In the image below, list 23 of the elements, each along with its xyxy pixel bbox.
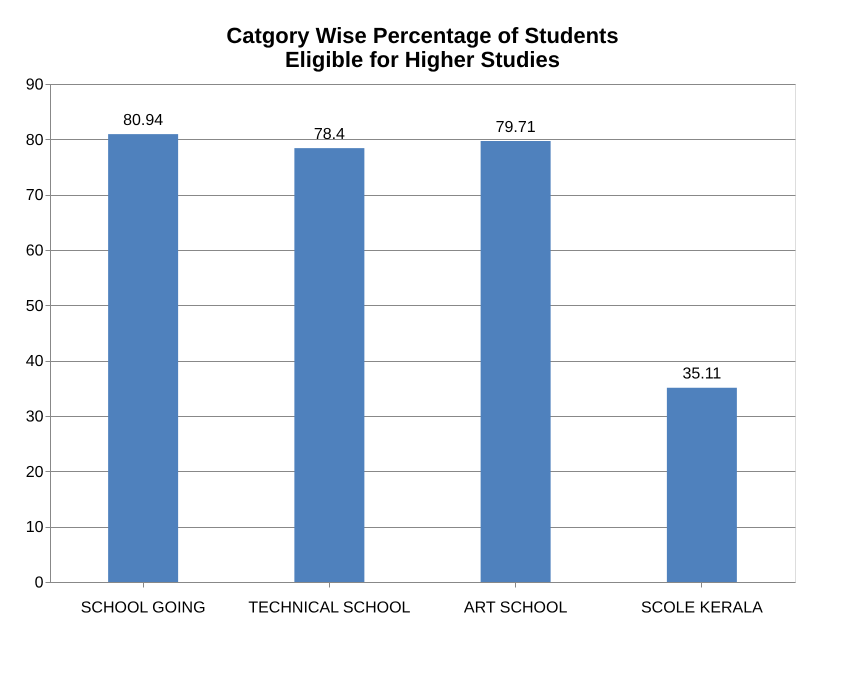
data-label: 80.94 — [123, 112, 164, 130]
y-tick-label: 50 — [26, 298, 44, 315]
y-tick-label: 30 — [26, 408, 44, 426]
chart-title: Catgory Wise Percentage of Students Eligible for Higher Studies — [226, 23, 619, 72]
x-tick-label: SCOLE KERALA — [640, 600, 764, 616]
y-tick-label: 70 — [26, 187, 44, 204]
x-tick-label: ART SCHOOL — [464, 600, 568, 616]
bar — [480, 140, 551, 582]
x-tick-label: SCHOOL GOING — [80, 600, 206, 616]
x-tick-label: TECHNICAL SCHOOL — [248, 600, 411, 616]
bar — [294, 148, 364, 582]
y-tick-label: 20 — [26, 464, 44, 481]
data-label: 79.71 — [496, 118, 536, 136]
data-label: 35.11 — [682, 366, 722, 383]
data-label: 78.4 — [314, 126, 346, 144]
y-tick-label: 90 — [26, 76, 44, 94]
y-tick-label: 40 — [26, 353, 44, 370]
y-tick-label: 10 — [26, 519, 44, 536]
y-tick-label: 80 — [26, 132, 44, 149]
bar — [108, 134, 178, 582]
y-tick-label: 0 — [34, 574, 44, 592]
y-tick-label: 60 — [26, 242, 44, 260]
bar — [666, 388, 737, 582]
